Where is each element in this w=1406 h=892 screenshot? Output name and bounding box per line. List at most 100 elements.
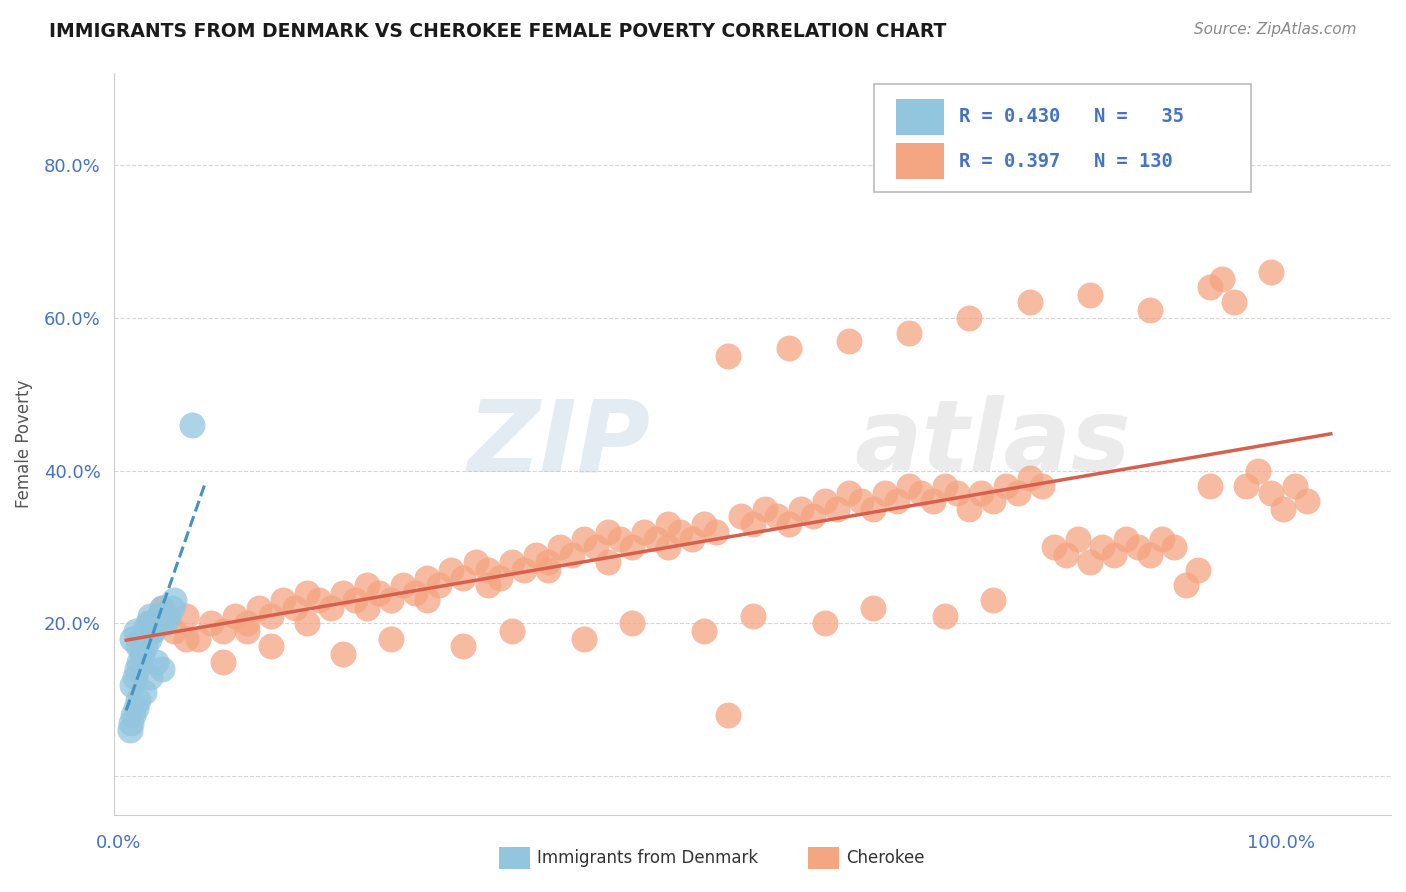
Point — [1163, 540, 1185, 554]
Point — [1247, 463, 1270, 477]
Point — [404, 586, 426, 600]
Point — [142, 624, 165, 638]
Point — [1236, 479, 1258, 493]
Point — [1260, 486, 1282, 500]
Point — [717, 349, 740, 363]
Point — [1018, 295, 1040, 310]
Point — [356, 601, 378, 615]
Point — [122, 708, 145, 723]
Point — [501, 624, 523, 638]
Point — [145, 616, 167, 631]
Point — [681, 533, 703, 547]
Point — [1284, 479, 1306, 493]
Point — [1078, 287, 1101, 301]
Point — [181, 417, 204, 432]
Point — [994, 479, 1017, 493]
Point — [308, 593, 330, 607]
Point — [849, 494, 872, 508]
Point — [128, 655, 150, 669]
Point — [1152, 533, 1174, 547]
Point — [983, 593, 1005, 607]
Point — [1115, 533, 1137, 547]
Point — [596, 524, 619, 539]
Point — [790, 501, 813, 516]
Point — [754, 501, 776, 516]
Point — [453, 640, 475, 654]
Point — [537, 563, 560, 577]
Text: IMMIGRANTS FROM DENMARK VS CHEROKEE FEMALE POVERTY CORRELATION CHART: IMMIGRANTS FROM DENMARK VS CHEROKEE FEMA… — [49, 22, 946, 41]
Point — [814, 616, 837, 631]
Point — [235, 624, 257, 638]
Point — [429, 578, 451, 592]
Bar — [896, 144, 943, 179]
Point — [1139, 303, 1161, 318]
Text: 100.0%: 100.0% — [1247, 834, 1315, 852]
Point — [1067, 533, 1090, 547]
Point — [368, 586, 391, 600]
Point — [778, 341, 800, 355]
Point — [416, 570, 439, 584]
Point — [621, 540, 644, 554]
Point — [548, 540, 571, 554]
Point — [176, 608, 198, 623]
Point — [125, 662, 148, 676]
Point — [970, 486, 993, 500]
Point — [176, 632, 198, 646]
Point — [633, 524, 655, 539]
Point — [765, 509, 787, 524]
Point — [838, 486, 860, 500]
Point — [657, 540, 679, 554]
Point — [150, 601, 173, 615]
Point — [983, 494, 1005, 508]
Point — [211, 624, 233, 638]
Point — [934, 479, 956, 493]
Point — [1126, 540, 1149, 554]
Point — [957, 501, 980, 516]
Point — [825, 501, 848, 516]
Point — [138, 632, 160, 646]
Point — [295, 616, 318, 631]
Bar — [896, 99, 943, 135]
Point — [910, 486, 932, 500]
Point — [127, 640, 149, 654]
Point — [392, 578, 415, 592]
Point — [163, 624, 186, 638]
Text: atlas: atlas — [855, 395, 1132, 492]
Point — [572, 533, 595, 547]
Point — [1139, 548, 1161, 562]
Point — [211, 655, 233, 669]
Point — [1199, 280, 1222, 294]
Point — [224, 608, 246, 623]
Point — [898, 326, 921, 340]
Text: ZIP: ZIP — [467, 395, 651, 492]
Point — [121, 632, 143, 646]
Point — [129, 632, 152, 646]
Point — [153, 616, 176, 631]
Point — [416, 593, 439, 607]
Point — [1018, 471, 1040, 485]
Point — [561, 548, 583, 562]
Point — [139, 616, 162, 631]
Point — [124, 670, 146, 684]
Point — [118, 723, 141, 738]
Text: 0.0%: 0.0% — [96, 834, 141, 852]
Point — [862, 501, 884, 516]
Point — [501, 555, 523, 569]
Point — [537, 555, 560, 569]
Point — [717, 708, 740, 723]
Point — [1078, 555, 1101, 569]
Point — [453, 570, 475, 584]
Point — [160, 601, 183, 615]
Point — [693, 624, 716, 638]
Point — [139, 608, 162, 623]
Point — [730, 509, 752, 524]
Text: Source: ZipAtlas.com: Source: ZipAtlas.com — [1194, 22, 1357, 37]
Point — [121, 677, 143, 691]
Point — [440, 563, 463, 577]
Point — [657, 516, 679, 531]
Point — [1211, 272, 1233, 286]
Point — [157, 608, 180, 623]
Point — [1295, 494, 1317, 508]
Point — [127, 693, 149, 707]
Point — [922, 494, 945, 508]
